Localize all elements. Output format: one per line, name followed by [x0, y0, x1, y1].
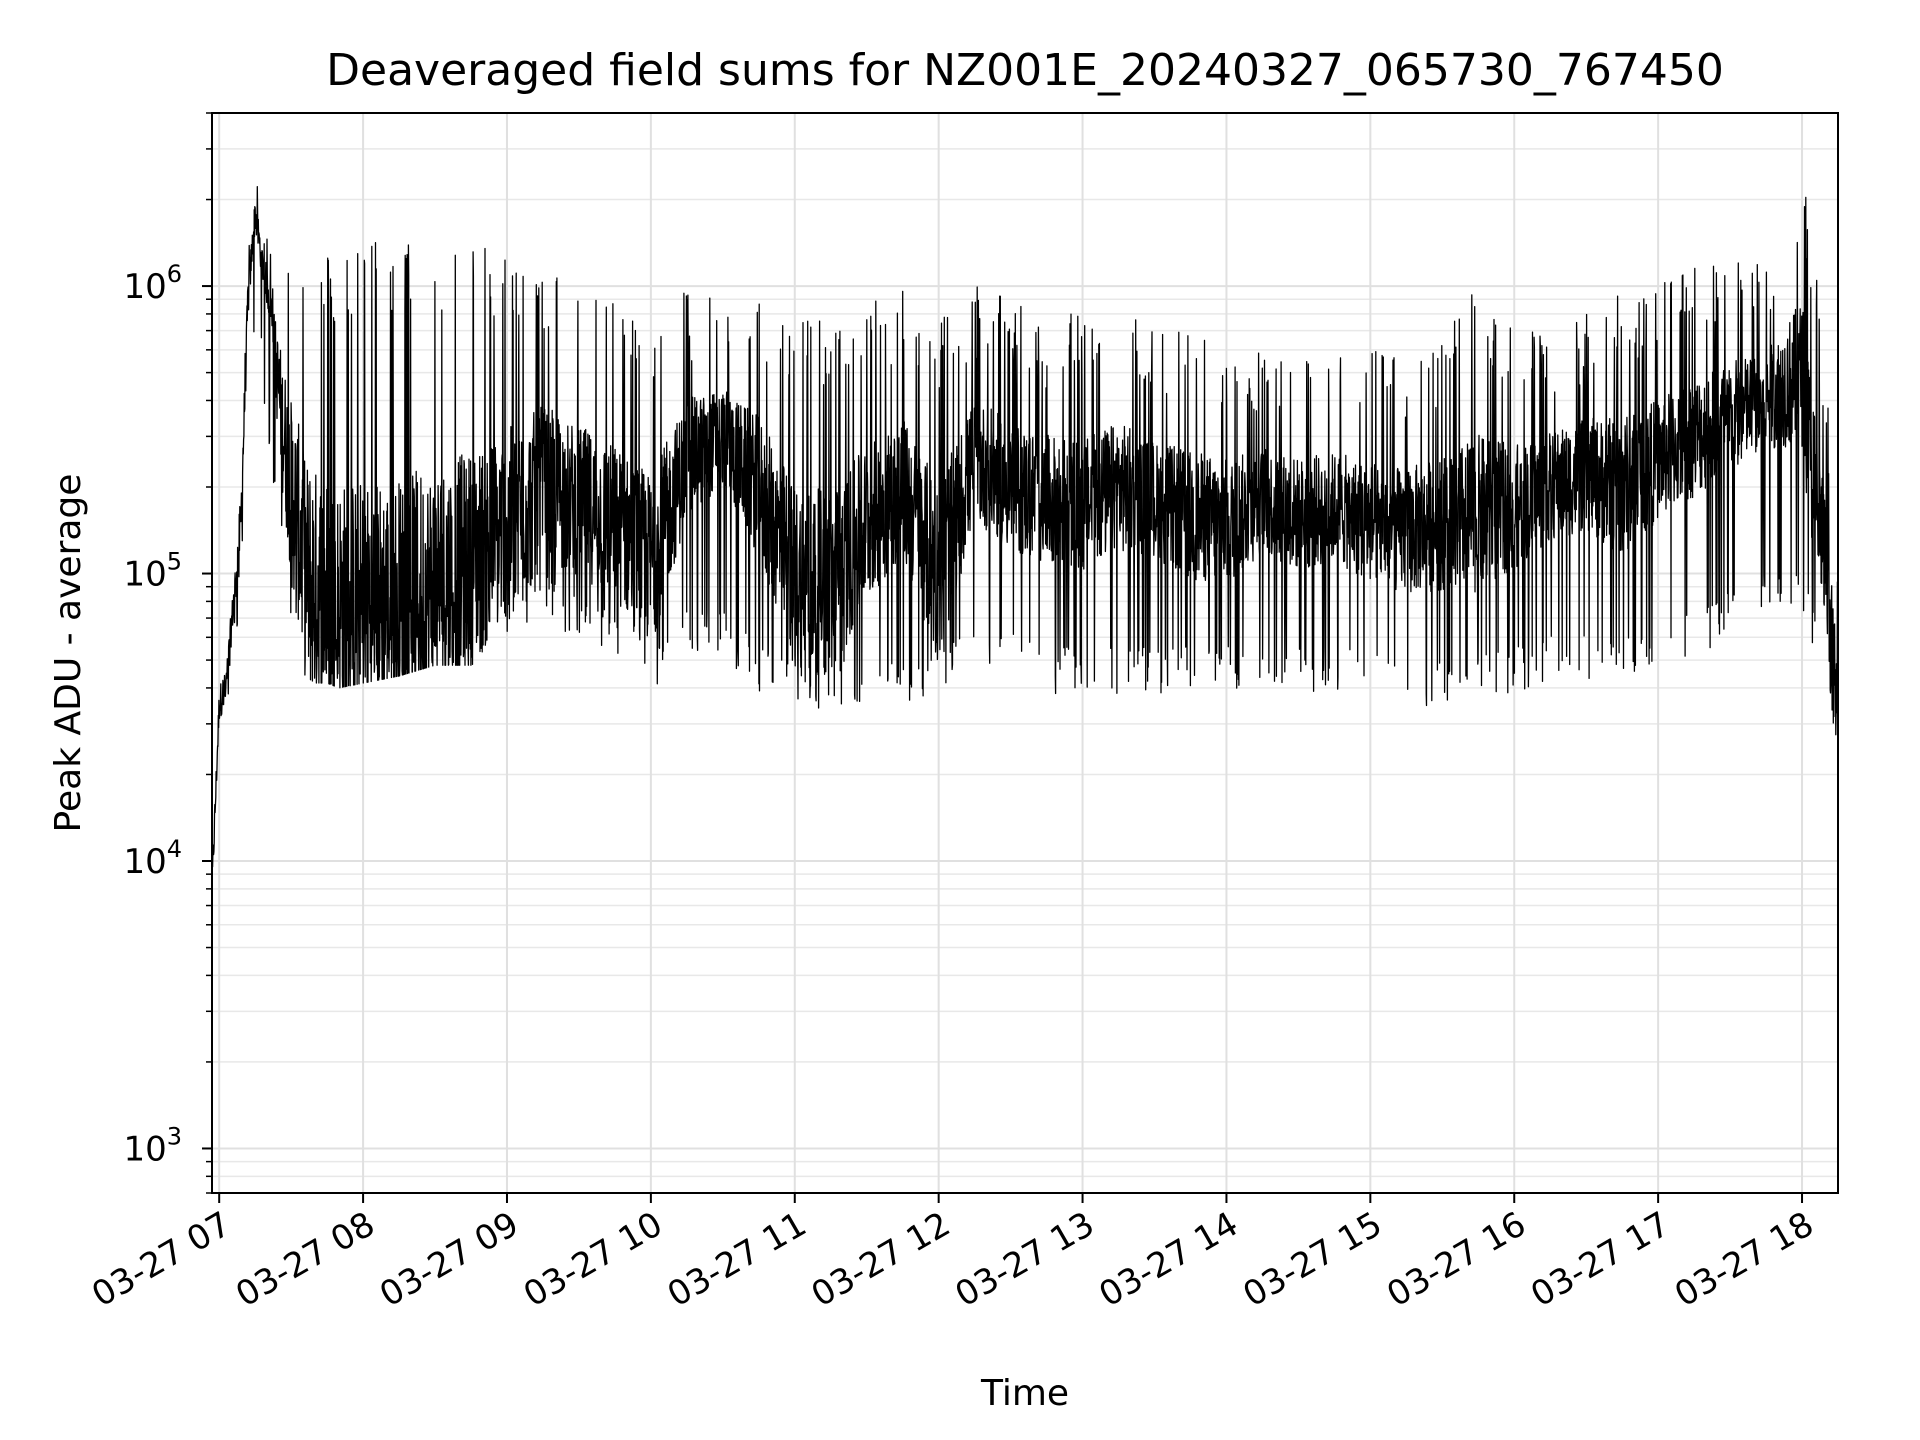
- plot-frame: [211, 112, 1839, 1194]
- plot-area: [211, 186, 1839, 896]
- y-tick-label: 104: [123, 835, 182, 882]
- y-tick-label: 106: [123, 260, 182, 307]
- y-axis-label: Peak ADU - average: [48, 474, 89, 833]
- series-line: [211, 186, 1839, 896]
- y-axis: 103 104 105 106: [123, 112, 212, 1194]
- y-tick-label: 103: [123, 1122, 182, 1169]
- chart-title: Deaveraged field sums for NZ001E_2024032…: [326, 45, 1724, 96]
- x-axis-label: Time: [980, 1373, 1069, 1414]
- y-tick-label: 105: [123, 548, 182, 595]
